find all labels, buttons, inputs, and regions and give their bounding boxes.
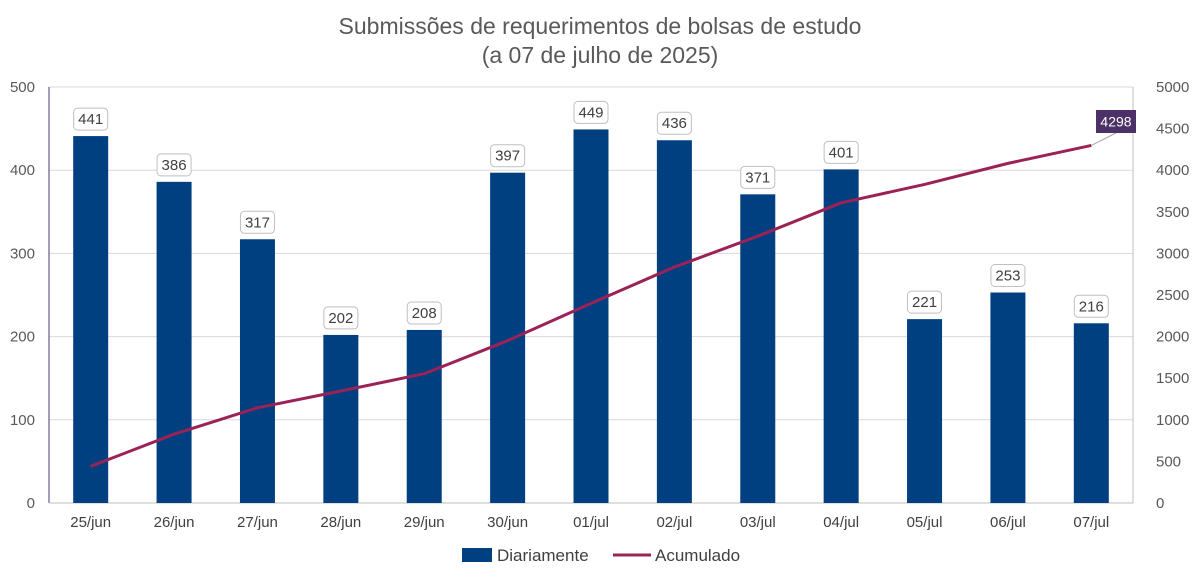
data-label: 386 — [162, 157, 187, 174]
data-label-box — [656, 111, 692, 135]
data-label: 449 — [578, 104, 603, 121]
end-label: 4298 — [1100, 114, 1131, 130]
legend-label-bar: Diariamente — [497, 546, 589, 565]
data-label: 202 — [328, 310, 353, 327]
bar — [740, 194, 776, 503]
y-right-tick-label: 1000 — [1156, 412, 1189, 429]
end-label-box — [1096, 110, 1136, 133]
y-left-tick-label: 100 — [10, 412, 35, 429]
y-right-tick-label: 1500 — [1156, 370, 1189, 387]
bar — [406, 329, 442, 503]
data-label-box — [73, 107, 109, 131]
data-label-box — [323, 306, 359, 330]
x-tick-label: 29/jun — [404, 514, 445, 531]
bar — [323, 334, 359, 503]
y-left-tick-label: 200 — [10, 329, 35, 346]
data-label-box — [239, 210, 275, 234]
y-right-tick-label: 4000 — [1156, 162, 1189, 179]
x-tick-label: 07/jul — [1073, 514, 1109, 531]
chart-subtitle: (a 07 de julho de 2025) — [481, 42, 719, 68]
data-label: 216 — [1079, 298, 1104, 315]
y-left-tick-label: 300 — [10, 245, 35, 262]
y-left-tick-label: 0 — [27, 495, 35, 512]
bar — [907, 319, 943, 503]
bar — [990, 292, 1026, 503]
cumulative-line — [90, 143, 1092, 468]
bar — [573, 129, 609, 503]
data-label-box — [740, 165, 776, 189]
data-label-box — [990, 264, 1026, 288]
x-tick-label: 06/jul — [990, 514, 1026, 531]
x-tick-label: 01/jul — [573, 514, 609, 531]
data-label-box — [823, 140, 859, 164]
data-label-box — [1073, 294, 1109, 318]
x-tick-label: 26/jun — [154, 514, 195, 531]
data-label: 253 — [995, 268, 1020, 285]
y-right-tick-label: 500 — [1156, 453, 1181, 470]
data-label-box — [490, 144, 526, 168]
x-tick-label: 27/jun — [237, 514, 278, 531]
x-tick-label: 04/jul — [823, 514, 859, 531]
bar — [73, 136, 109, 503]
data-label: 317 — [245, 214, 270, 231]
chart-title: Submissões de requerimentos de bolsas de… — [338, 13, 862, 39]
x-tick-label: 05/jul — [907, 514, 943, 531]
data-label-box — [406, 301, 442, 325]
y-right-tick-label: 0 — [1156, 495, 1164, 512]
data-label: 436 — [662, 115, 687, 132]
x-tick-label: 25/jun — [70, 514, 111, 531]
data-label-box — [907, 290, 943, 314]
y-right-tick-label: 3500 — [1156, 204, 1189, 221]
x-tick-label: 28/jun — [320, 514, 361, 531]
y-left-tick-label: 400 — [10, 162, 35, 179]
x-tick-label: 03/jul — [740, 514, 776, 531]
data-label: 371 — [745, 169, 770, 186]
data-label-box — [156, 153, 192, 177]
bar — [156, 181, 192, 503]
bar — [823, 169, 859, 504]
y-left-tick-label: 500 — [10, 79, 35, 96]
y-right-tick-label: 2500 — [1156, 287, 1189, 304]
y-right-tick-label: 2000 — [1156, 329, 1189, 346]
bar — [1073, 323, 1109, 503]
bar — [490, 172, 526, 504]
data-label: 441 — [78, 111, 103, 128]
data-label: 401 — [829, 144, 854, 161]
legend-label-line: Acumulado — [655, 546, 740, 565]
end-label-leader — [1091, 132, 1117, 146]
bar — [239, 239, 275, 504]
y-right-tick-label: 3000 — [1156, 245, 1189, 262]
x-tick-label: 30/jun — [487, 514, 528, 531]
bar — [656, 140, 692, 504]
x-tick-label: 02/jul — [656, 514, 692, 531]
legend-swatch-bar — [462, 548, 492, 562]
y-right-tick-label: 4500 — [1156, 121, 1189, 138]
data-label: 397 — [495, 148, 520, 165]
y-right-tick-label: 5000 — [1156, 79, 1189, 96]
data-label: 208 — [412, 305, 437, 322]
data-label-box — [573, 100, 609, 124]
data-label: 221 — [912, 294, 937, 311]
